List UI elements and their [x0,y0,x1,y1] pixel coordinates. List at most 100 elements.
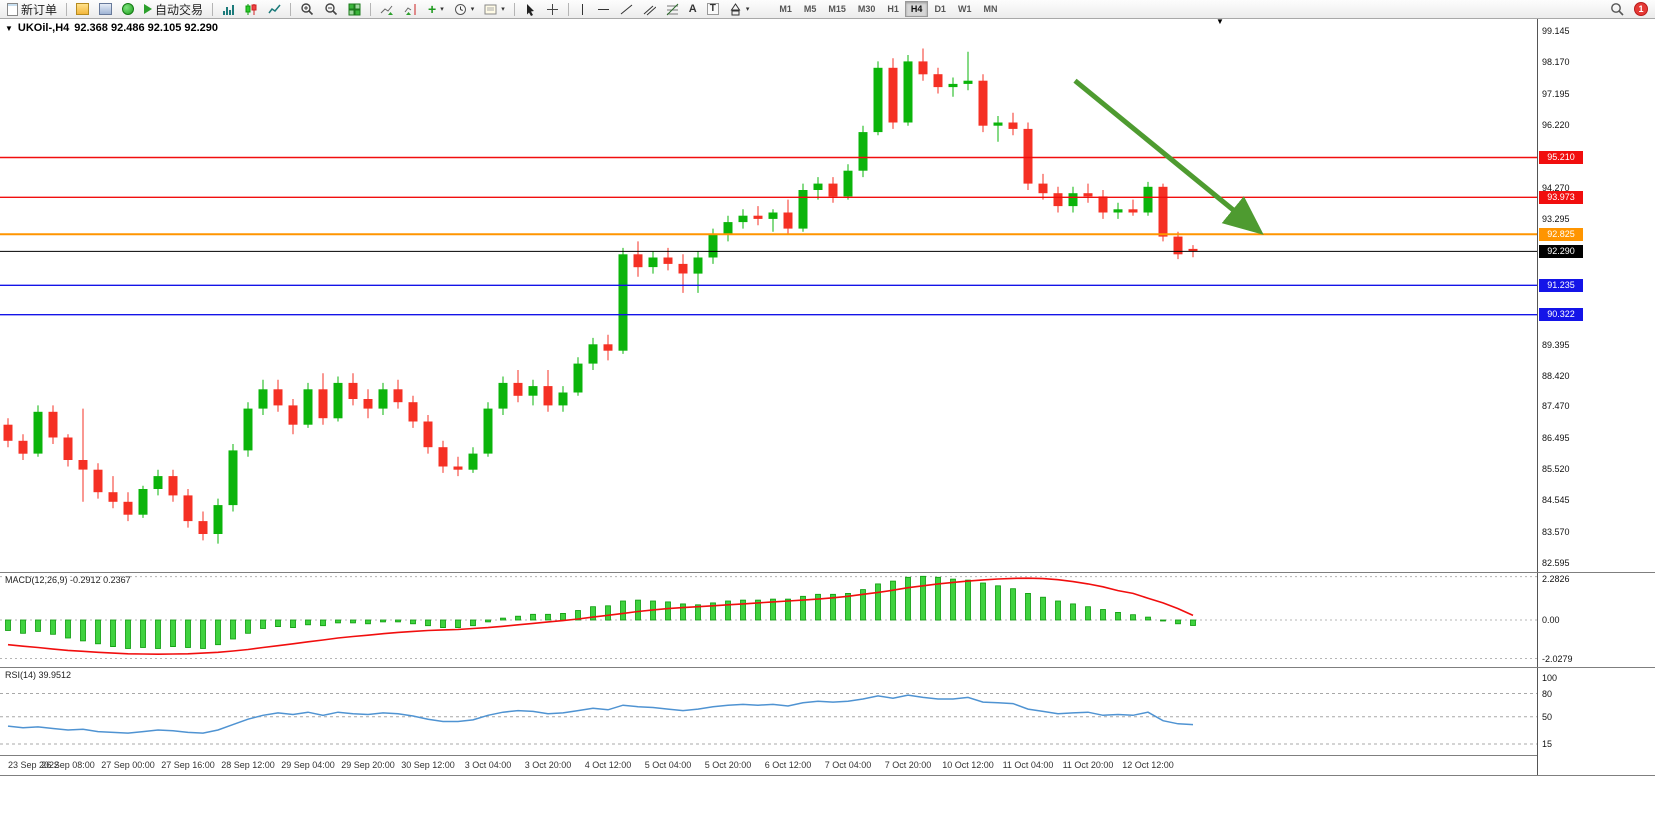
macd-separator[interactable] [0,572,1655,573]
toolbar-separator [66,2,68,16]
candlestick-icon [245,3,257,15]
toolbar-right-group: 1 [1606,1,1652,18]
time-axis-label: 5 Oct 20:00 [704,760,752,770]
autotrading-button[interactable]: 自动交易 [140,1,207,18]
channel-button[interactable] [639,1,660,18]
rsi-chart-svg [0,693,1537,745]
chart-shift-marker[interactable]: ▼ [1216,17,1224,26]
time-axis-label: 7 Oct 20:00 [884,760,932,770]
rsi-axis-label: 50 [1542,711,1553,722]
macd-indicator-values: -0.2912 0.2367 [70,575,131,585]
price-line-badge: 93.973 [1539,190,1583,204]
macd-pane[interactable] [0,573,1537,667]
time-axis-label: 27 Sep 16:00 [161,760,215,770]
chevron-down-icon: ▾ [470,5,475,13]
line-chart-button[interactable] [264,1,285,18]
rsi-indicator-value: 39.9512 [38,670,72,680]
zoom-in-button[interactable] [296,1,318,18]
timeframe-button-MN[interactable]: MN [983,4,998,14]
macd-label: MACD(12,26,9) -0.2912 0.2367 [5,575,131,585]
timeframe-group: M1 M5 M15 M30 H1 H4 D1 W1 MN [773,1,1003,17]
terminal-button[interactable] [118,1,138,18]
macd-axis-label: -2.0279 [1542,653,1573,664]
zoom-out-button[interactable] [320,1,342,18]
macd-axis-label: 0.00 [1542,615,1560,625]
price-axis-label: 89.395 [1542,339,1570,350]
templates-button[interactable]: ▾ [480,1,509,18]
notification-badge[interactable]: 1 [1634,2,1648,16]
search-icon [1611,3,1624,16]
time-axis-label: 29 Sep 20:00 [341,760,395,770]
chart-shift-button[interactable] [400,1,422,18]
rsi-pane[interactable] [0,668,1537,755]
timeframe-button-H1[interactable]: H1 [887,4,899,14]
price-axis[interactable]: 99.145 98.170 97.195 96.220 94.270 93.295 89.3… [1537,19,1655,775]
toolbar-separator [370,2,372,16]
trendline-button[interactable] [616,1,637,18]
timeframe-button-M30[interactable]: M30 [857,4,876,14]
navigator-icon [99,3,113,15]
ohlc-values: 92.368 92.486 92.105 92.290 [74,22,219,34]
autotrading-label: 自动交易 [155,2,204,17]
navigator-button[interactable] [95,1,116,18]
rsi-separator[interactable] [0,667,1655,668]
timeframe-button-M1[interactable]: M1 [779,4,792,14]
price-axis-label: 98.170 [1542,57,1570,68]
label-tool-button[interactable]: T [703,1,723,18]
cursor-button[interactable] [520,1,540,18]
text-tool-button[interactable]: A [685,1,701,18]
time-axis-label: 30 Sep 12:00 [401,760,455,770]
timeframe-button-M15[interactable]: M15 [828,4,846,14]
price-axis-label: 86.495 [1542,432,1570,443]
timeframe-button-W1[interactable]: W1 [957,4,972,14]
time-axis-label: 4 Oct 12:00 [584,760,632,770]
tile-windows-button[interactable] [344,1,365,18]
auto-scroll-button[interactable] [376,1,398,18]
timeframe-button-H4[interactable]: H4 [904,1,929,17]
macd-axis-label: 2.2826 [1542,574,1570,584]
symbol-dropdown-icon[interactable]: ▼ [5,23,13,33]
bar-chart-icon [223,4,235,15]
add-indicator-button[interactable]: + ▾ [424,1,448,18]
time-axis[interactable]: 23 Sep 2022 26 Sep 08:00 27 Sep 00:00 27 Se… [0,755,1537,775]
candlestick-button[interactable] [241,1,262,18]
time-axis-label: 11 Oct 20:00 [1062,760,1114,770]
price-line-badge: 91.235 [1539,278,1583,292]
periods-button[interactable]: ▾ [450,1,479,18]
search-button[interactable] [1606,1,1628,18]
toolbar-separator [212,2,214,16]
template-icon [484,4,497,14]
timeframe-button-M5[interactable]: M5 [803,4,817,14]
price-pane[interactable] [0,19,1537,572]
shapes-button[interactable]: ▾ [725,1,754,18]
price-chart-svg [0,48,1537,544]
chart-window: ▼ UKOil-,H4 92.368 92.486 92.105 92.290 … [0,17,1655,822]
horizontal-line-button[interactable] [593,1,614,18]
fibonacci-button[interactable] [662,1,683,18]
price-line-badge: 90.322 [1539,308,1583,322]
bottom-separator [0,775,1655,776]
price-axis-label: 97.195 [1542,88,1570,99]
marketwatch-icon [76,3,90,15]
channel-icon [643,5,656,15]
time-axis-label: 27 Sep 00:00 [101,760,155,770]
marketwatch-button[interactable] [72,1,93,18]
bar-chart-button[interactable] [218,1,239,18]
fibonacci-icon [666,3,679,15]
time-axis-label: 11 Oct 04:00 [1002,760,1054,770]
horizontal-line-icon [597,8,609,10]
trend-arrow-annotation [1073,78,1264,235]
new-order-button[interactable]: 新订单 [3,1,61,18]
vertical-line-button[interactable] [574,1,591,18]
rsi-axis-label: 15 [1542,739,1553,749]
time-axis-label: 5 Oct 04:00 [644,760,692,770]
macd-chart-svg [0,575,1537,659]
price-line-badge: 92.290 [1539,244,1583,258]
crosshair-button[interactable] [542,1,563,18]
add-indicator-icon: + [428,1,437,17]
price-axis-label: 96.220 [1542,120,1570,130]
chart-shift-icon [404,3,416,15]
auto-scroll-icon [380,5,394,15]
timeframe-button-D1[interactable]: D1 [934,4,946,14]
price-axis-label: 85.520 [1542,464,1570,474]
